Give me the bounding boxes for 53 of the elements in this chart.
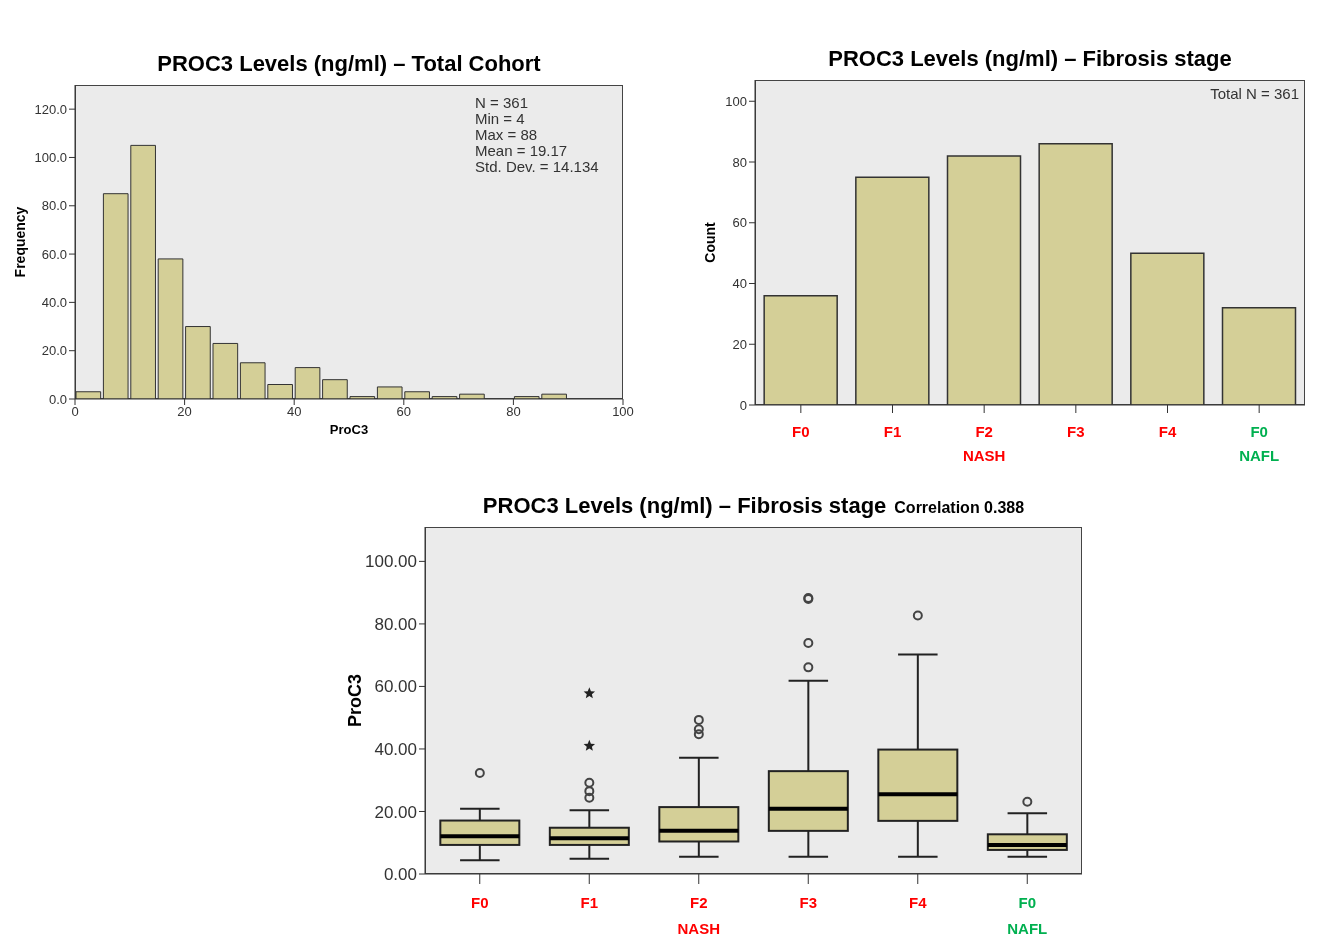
- x-tick-label: F1: [580, 894, 599, 911]
- annotation: N = 361: [475, 94, 529, 111]
- y-tick-label: 60: [732, 215, 747, 231]
- y-tick-label: 60.00: [374, 677, 417, 697]
- y-tick-label: 20.0: [41, 343, 67, 359]
- y-tick-label: 80.0: [41, 198, 67, 214]
- y-tick-label: 40: [732, 276, 747, 292]
- x-tick-label: F0: [792, 423, 810, 440]
- y-axis-title: ProC3: [345, 673, 366, 728]
- y-tick-label: 0.0: [48, 391, 67, 407]
- y-tick-label: 20.00: [374, 802, 417, 822]
- chart-title: PROC3 Levels (ng/ml) – Total Cohort: [157, 51, 541, 76]
- chart-subtitle: Correlation 0.388: [894, 499, 1025, 516]
- y-tick-label: 120.0: [34, 101, 67, 117]
- x-tick-label: F4: [908, 894, 928, 911]
- annotation: Min = 4: [475, 110, 526, 127]
- text: NASH: [961, 447, 1007, 464]
- y-tick-label: 80.00: [374, 614, 417, 634]
- x-axis-title: ProC3: [329, 422, 369, 437]
- x-tick-label: F1: [883, 423, 902, 440]
- x-tick-label: F0: [1250, 423, 1268, 440]
- x-tick-label: 20: [177, 404, 192, 420]
- y-tick-label: 40.0: [41, 295, 67, 310]
- y-tick-label: 100.00: [365, 552, 417, 572]
- y-tick-label: 20: [732, 336, 747, 352]
- x-tick-label: F3: [1067, 423, 1085, 440]
- annotation: Max = 88: [475, 126, 539, 143]
- text: NAFL: [1006, 920, 1049, 937]
- text: NAFL: [1238, 447, 1281, 464]
- x-tick-label: F4: [1158, 423, 1177, 440]
- y-tick-label: 80: [732, 154, 747, 170]
- chart-title: PROC3 Levels (ng/ml) – Fibrosis stage: [828, 46, 1232, 71]
- x-tick-label: 100: [612, 404, 634, 420]
- y-axis-title: Frequency: [11, 206, 28, 278]
- x-tick-label: F3: [799, 894, 818, 911]
- x-tick-label: F0: [1018, 894, 1037, 911]
- y-tick-label: 100.0: [34, 150, 67, 166]
- text: NASH: [676, 920, 721, 937]
- chart-title: PROC3 Levels (ng/ml) – Fibrosis stage: [482, 493, 887, 518]
- annotation: Std. Dev. = 14.134: [475, 158, 600, 175]
- x-tick-label: 0: [71, 404, 79, 420]
- y-axis-title: Count: [701, 221, 718, 263]
- annotation: Total N = 361: [1209, 85, 1299, 102]
- y-tick-label: 60.0: [41, 246, 67, 262]
- x-tick-label: F0: [470, 894, 489, 911]
- y-tick-label: 0.00: [383, 865, 417, 885]
- y-tick-label: 100: [725, 93, 747, 109]
- x-tick-label: F2: [689, 894, 708, 911]
- x-tick-label: 80: [506, 404, 521, 420]
- x-tick-label: F2: [975, 423, 993, 440]
- y-tick-label: 40.00: [374, 739, 417, 759]
- x-tick-label: 40: [286, 404, 302, 420]
- annotation: Mean = 19.17: [475, 142, 569, 159]
